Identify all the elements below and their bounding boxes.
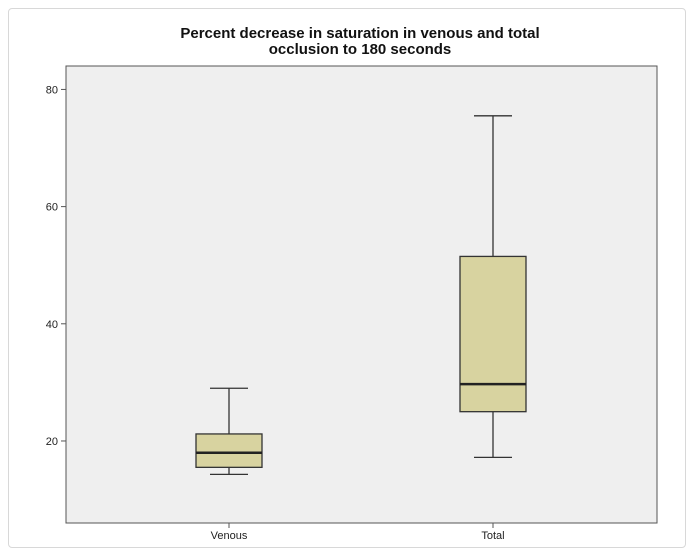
- plot-area: [65, 65, 658, 524]
- iqr-box: [195, 433, 263, 468]
- y-tick-label: 40: [46, 319, 58, 331]
- boxes: [195, 115, 527, 476]
- chart-title-line-2: occlusion to 180 seconds: [268, 41, 452, 58]
- chart-title: Percent decrease in saturation in venous…: [60, 26, 660, 58]
- y-tick-label: 80: [46, 84, 58, 96]
- y-tick-label: 20: [46, 436, 58, 448]
- box-venous: [195, 387, 263, 476]
- x-category-label: Venous: [211, 530, 248, 541]
- x-category-label: Total: [481, 530, 504, 541]
- y-axis: 20 40 60 80: [46, 84, 66, 448]
- chart-title-line-1: Percent decrease in saturation in venous…: [180, 25, 540, 42]
- box-total: [459, 115, 527, 459]
- iqr-box: [459, 255, 527, 413]
- y-tick-label: 60: [46, 202, 58, 214]
- x-axis: Venous Total: [211, 523, 505, 541]
